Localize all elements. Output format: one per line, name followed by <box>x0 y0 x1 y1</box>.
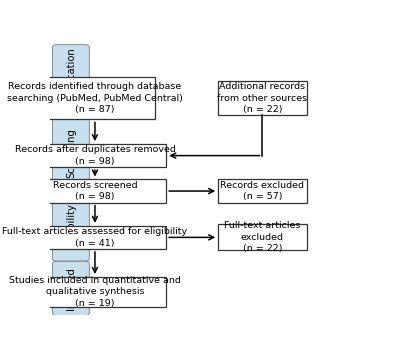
FancyBboxPatch shape <box>52 261 89 316</box>
FancyBboxPatch shape <box>52 115 89 192</box>
FancyBboxPatch shape <box>52 192 89 261</box>
Bar <box>24 179 166 202</box>
Text: Records identified through database
searching (PubMed, PubMed Central)
(n = 87): Records identified through database sear… <box>7 82 183 114</box>
Text: Additional records
from other sources
(n = 22): Additional records from other sources (n… <box>217 82 308 114</box>
Bar <box>218 179 306 202</box>
Bar <box>35 77 155 120</box>
Bar <box>218 224 306 250</box>
Text: Included: Included <box>66 267 76 310</box>
Text: Records screened
(n = 98): Records screened (n = 98) <box>53 181 137 201</box>
Text: Full-text articles
excluded
(n = 22): Full-text articles excluded (n = 22) <box>224 221 300 253</box>
Text: Screening: Screening <box>66 129 76 178</box>
Bar <box>24 144 166 167</box>
Text: Full-text articles assessed for eligibility
(n = 41): Full-text articles assessed for eligibil… <box>2 227 188 247</box>
Text: Records after duplicates removed
(n = 98): Records after duplicates removed (n = 98… <box>14 145 175 166</box>
Text: Eligibility: Eligibility <box>66 204 76 250</box>
FancyBboxPatch shape <box>52 45 89 115</box>
Bar <box>24 226 166 249</box>
Bar <box>218 81 306 115</box>
Text: Identification: Identification <box>66 47 76 113</box>
Text: Studies included in quantitative and
qualitative synthesis
(n = 19): Studies included in quantitative and qua… <box>9 276 181 308</box>
Bar <box>24 277 166 307</box>
Text: Records excluded
(n = 57): Records excluded (n = 57) <box>220 181 304 201</box>
